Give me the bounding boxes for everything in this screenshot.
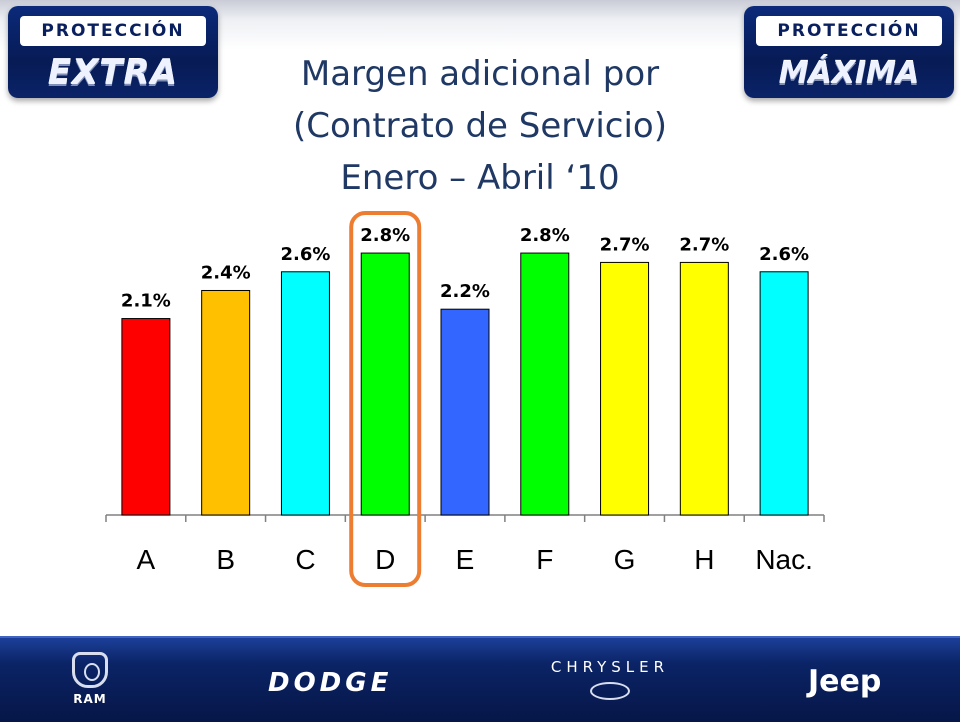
ram-label: RAM [73, 692, 107, 706]
data-label: 2.8% [360, 225, 410, 246]
data-label: 2.2% [440, 281, 490, 302]
badge-right-top-text: PROTECCIÓN [756, 16, 942, 46]
x-tick-label: B [216, 544, 235, 575]
badge-right-bottom-text: MÁXIMA [778, 55, 920, 91]
dodge-logo: DODGE [268, 668, 393, 698]
bar-f [520, 252, 570, 516]
bar-g [600, 261, 650, 516]
x-tick-label: Nac. [755, 544, 813, 575]
title-line-2: (Contrato de Servicio) [293, 106, 667, 146]
footer-brand-band: RAM DODGE CHRYSLER Jeep [0, 636, 960, 722]
chrysler-wings-icon [590, 682, 630, 700]
proteccion-maxima-logo: PROTECCIÓN MÁXIMA [744, 6, 954, 98]
bar-chart: 2.1% A 2.4% B 2.6% C 2.8% D 2.2% E 2.8% F 2.7% G 2.7% H… [105, 211, 825, 587]
x-tick-label: G [614, 544, 636, 575]
ram-head-icon [72, 652, 108, 688]
bar-e [440, 308, 490, 516]
x-tick-label: E [456, 544, 475, 575]
bar-c [280, 271, 330, 516]
badge-left-bottom-text: EXTRA [47, 53, 179, 93]
highlight-frame [349, 211, 422, 587]
x-tick-label: H [694, 544, 714, 575]
jeep-logo: Jeep [808, 664, 882, 699]
x-tick-label: D [375, 544, 395, 575]
data-label: 2.7% [679, 234, 729, 255]
data-label: 2.7% [600, 234, 650, 255]
chrysler-label: CHRYSLER [550, 658, 670, 676]
data-label: 2.1% [121, 291, 171, 312]
x-tick-label: A [137, 544, 156, 575]
bar-b [201, 289, 251, 516]
data-label: 2.6% [759, 244, 809, 265]
badge-left-top-text: PROTECCIÓN [20, 16, 206, 46]
data-label: 2.6% [280, 244, 330, 265]
bar-a [121, 318, 171, 516]
x-tick-label: F [536, 544, 553, 575]
bar-d [360, 252, 410, 516]
slide-title: Margen adicional por (Contrato de Servic… [230, 48, 730, 204]
x-tick-label: C [295, 544, 315, 575]
bar-h [679, 261, 729, 516]
title-line-3: Enero – Abril ‘10 [340, 158, 620, 198]
title-line-1: Margen adicional por [300, 54, 660, 94]
data-label: 2.4% [201, 262, 251, 283]
chrysler-logo: CHRYSLER [540, 658, 680, 700]
ram-logo: RAM [60, 652, 120, 712]
data-label: 2.8% [520, 225, 570, 246]
bar-nac [759, 271, 809, 516]
proteccion-extra-logo: PROTECCIÓN EXTRA [8, 6, 218, 98]
